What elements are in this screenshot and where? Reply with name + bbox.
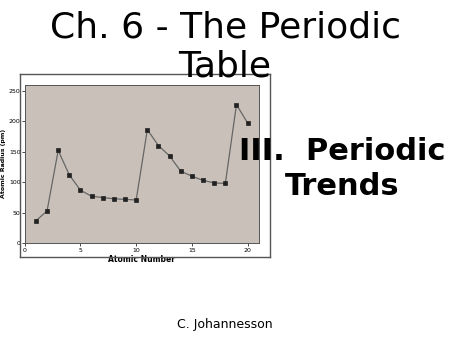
Y-axis label: Atomic Radius (pm): Atomic Radius (pm): [1, 129, 6, 198]
Text: III.  Periodic
Trends: III. Periodic Trends: [239, 137, 445, 201]
X-axis label: Atomic Number: Atomic Number: [108, 255, 175, 264]
Text: Ch. 6 - The Periodic
Table: Ch. 6 - The Periodic Table: [50, 10, 400, 83]
Text: C. Johannesson: C. Johannesson: [177, 318, 273, 331]
